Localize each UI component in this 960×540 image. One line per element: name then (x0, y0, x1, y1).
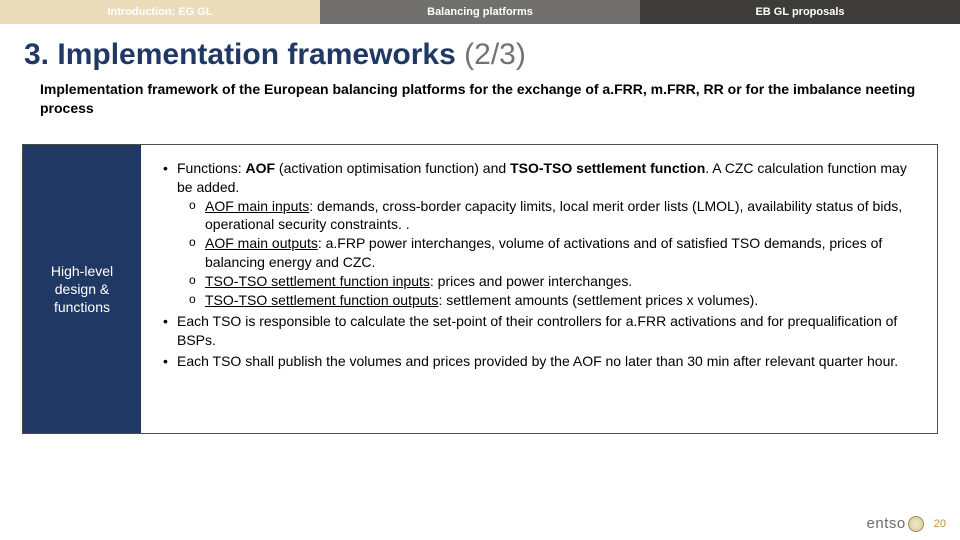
sub-bullet: TSO-TSO settlement function outputs: set… (177, 291, 919, 310)
text: : settlement amounts (settlement prices … (438, 292, 758, 308)
title-counter: (2/3) (464, 38, 526, 71)
bullet-1: Functions: AOF (activation optimisation … (149, 159, 919, 310)
label: TSO-TSO settlement function outputs (205, 292, 438, 308)
sub-bullet: AOF main inputs: demands, cross-border c… (177, 197, 919, 235)
page-title: 3. Implementation frameworks (2/3) (0, 24, 960, 78)
text: : demands, cross-border capacity limits,… (205, 198, 902, 233)
content-box: High-level design & functions Functions:… (22, 144, 938, 434)
subtitle: Implementation framework of the European… (0, 78, 960, 126)
text: (activation optimisation function) and (275, 160, 510, 176)
footer: entso 20 (867, 515, 946, 532)
title-main: 3. Implementation frameworks (24, 38, 464, 71)
text: : prices and power interchanges. (430, 273, 632, 289)
sub-bullet: AOF main outputs: a.FRP power interchang… (177, 234, 919, 272)
tab-bar: Introduction: EG GL Balancing platforms … (0, 0, 960, 24)
entsoe-logo: entso (867, 515, 924, 532)
text: Functions: (177, 160, 245, 176)
box-body: Functions: AOF (activation optimisation … (141, 145, 937, 433)
bullet-3: Each TSO shall publish the volumes and p… (149, 352, 919, 371)
page-number: 20 (934, 518, 946, 530)
label: AOF main outputs (205, 235, 318, 251)
box-left-label: High-level design & functions (23, 145, 141, 433)
sub-bullet: TSO-TSO settlement function inputs: pric… (177, 272, 919, 291)
bullet-2: Each TSO is responsible to calculate the… (149, 312, 919, 350)
tab-proposals[interactable]: EB GL proposals (640, 0, 960, 24)
tab-balancing[interactable]: Balancing platforms (320, 0, 640, 24)
text-bold: TSO-TSO settlement function (510, 160, 705, 176)
logo-text: entso (867, 515, 906, 532)
label: AOF main inputs (205, 198, 309, 214)
tab-intro[interactable]: Introduction: EG GL (0, 0, 320, 24)
text-bold: AOF (245, 160, 275, 176)
globe-icon (908, 516, 924, 532)
label: TSO-TSO settlement function inputs (205, 273, 430, 289)
